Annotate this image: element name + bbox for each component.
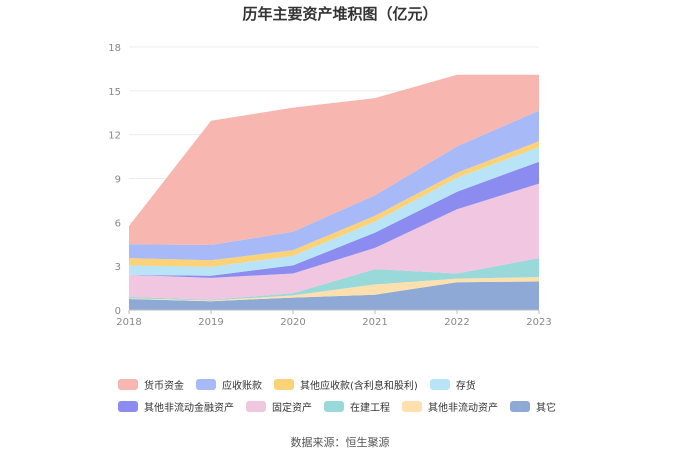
- legend-swatch: [429, 378, 450, 390]
- x-tick-label: 2020: [280, 317, 305, 328]
- legend-item[interactable]: 其他应收款(含利息和股利): [274, 377, 418, 392]
- legend-swatch: [324, 400, 344, 412]
- area-其他非流动资产: [129, 277, 539, 302]
- legend-label: 固定资产: [272, 402, 312, 414]
- legend-item[interactable]: 其它: [510, 399, 556, 414]
- legend-item[interactable]: 应收账款: [196, 377, 262, 392]
- y-tick-label: 3: [115, 262, 121, 273]
- area-其他非流动金融资产: [129, 161, 539, 278]
- y-tick-label: 15: [108, 87, 121, 98]
- axis-layer: 0 3 6 9 12 15 18 2018 2019 2020 2021 2022 2023: [108, 43, 551, 328]
- legend-item[interactable]: 货币资金: [118, 377, 184, 392]
- y-tick-label: 6: [115, 218, 121, 229]
- legend-label: 其他应收款(含利息和股利): [300, 380, 418, 392]
- area-固定资产: [129, 183, 539, 300]
- data-source: 数据来源：恒生聚源: [290, 436, 390, 449]
- legend-label: 在建工程: [350, 402, 390, 414]
- legend-item[interactable]: 其他非流动资产: [402, 399, 498, 414]
- area-应收账款: [129, 110, 539, 261]
- x-tick-label: 2021: [362, 317, 387, 328]
- legend-swatch: [402, 400, 422, 412]
- legend: 货币资金 应收账款 其他应收款(含利息和股利) 存货其他非流动金融资产 固定资产 在建工程…: [118, 377, 588, 414]
- legend-label: 存货: [455, 380, 476, 392]
- legend-item[interactable]: 存货: [429, 377, 476, 392]
- legend-label: 其他非流动金融资产: [144, 402, 234, 414]
- legend-label: 其它: [536, 402, 556, 414]
- legend-swatch: [118, 400, 138, 412]
- legend-swatch: [510, 400, 530, 412]
- area-其它: [129, 281, 539, 310]
- area-货币资金: [129, 74, 539, 245]
- legend-swatch: [246, 400, 266, 412]
- legend-swatch: [118, 378, 138, 390]
- legend-item[interactable]: 在建工程: [324, 399, 390, 414]
- x-tick-label: 2022: [444, 317, 469, 328]
- legend-label: 货币资金: [144, 380, 184, 392]
- y-tick-label: 12: [108, 131, 121, 142]
- legend-label: 其他非流动资产: [428, 402, 498, 414]
- area-layer: [129, 74, 539, 310]
- chart-title: 历年主要资产堆积图（亿元）: [242, 5, 438, 23]
- x-tick-label: 2019: [198, 317, 223, 328]
- legend-item[interactable]: 固定资产: [246, 399, 312, 414]
- y-tick-label: 0: [115, 306, 121, 317]
- x-tick-label: 2023: [526, 317, 551, 328]
- legend-swatch: [274, 378, 294, 390]
- y-tick-label: 18: [108, 43, 121, 54]
- legend-label: 应收账款: [222, 380, 262, 392]
- legend-swatch: [196, 378, 216, 390]
- x-tick-label: 2018: [116, 317, 141, 328]
- legend-item[interactable]: 其他非流动金融资产: [118, 399, 234, 414]
- y-tick-label: 9: [115, 175, 121, 186]
